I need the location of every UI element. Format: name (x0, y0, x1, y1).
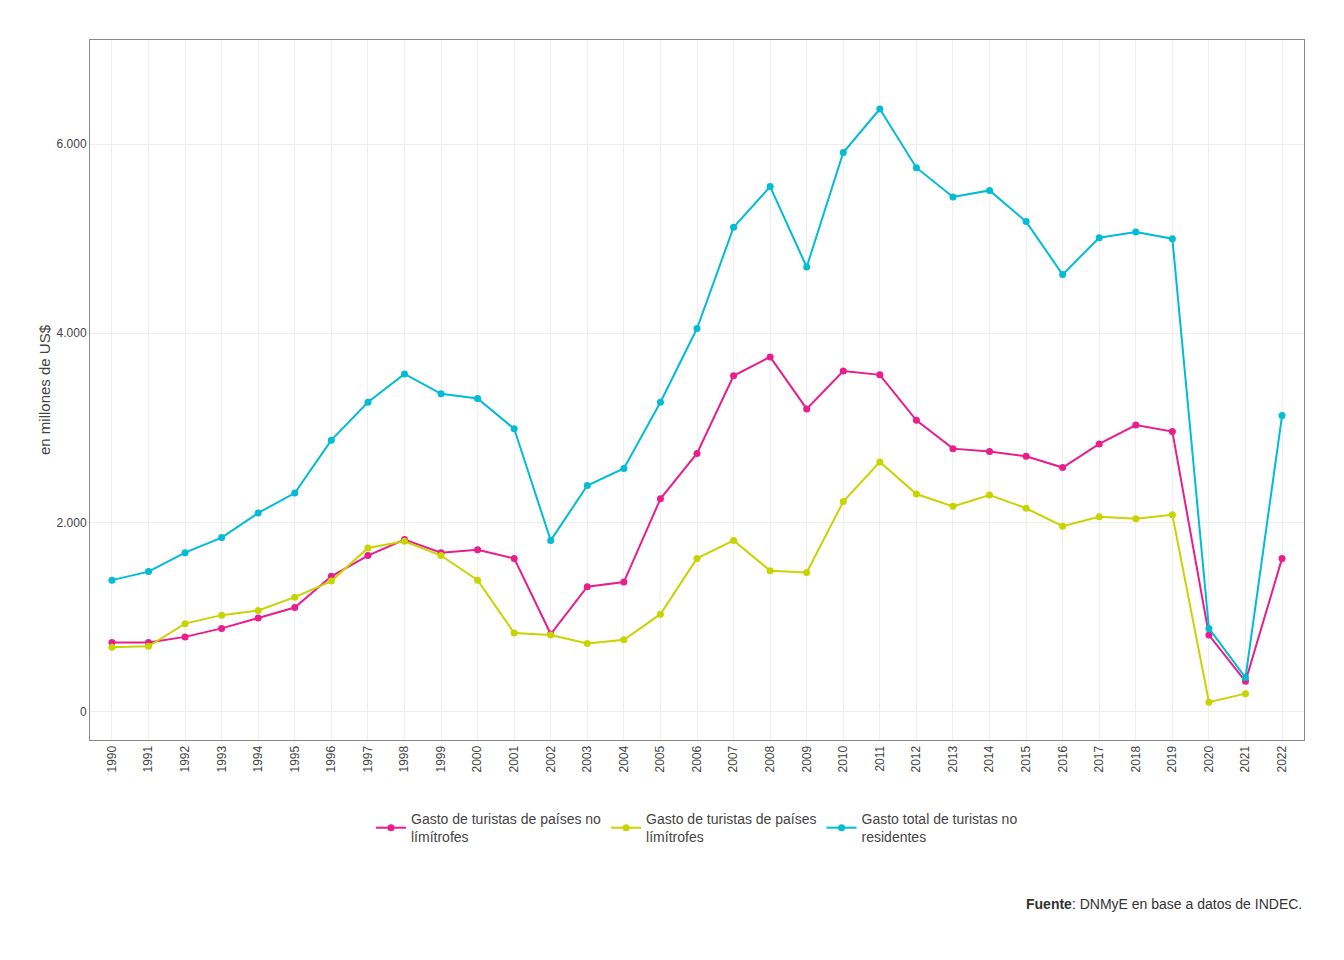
svg-text:1999: 1999 (434, 745, 448, 772)
svg-text:2003: 2003 (580, 745, 594, 772)
svg-text:2007: 2007 (726, 745, 740, 772)
svg-text:1993: 1993 (215, 745, 229, 772)
svg-text:Gasto de turistas de paíseslím: Gasto de turistas de paíseslímítrofes (646, 811, 816, 845)
svg-text:en millones de US$: en millones de US$ (36, 324, 53, 455)
svg-text:2011: 2011 (873, 745, 887, 771)
svg-text:1991: 1991 (141, 745, 155, 772)
svg-text:6.000: 6.000 (57, 137, 87, 151)
svg-text:2002: 2002 (544, 745, 558, 772)
svg-text:2013: 2013 (946, 745, 960, 772)
svg-text:Fuente: DNMyE en base a datos: Fuente: DNMyE en base a datos de INDEC. (1026, 896, 1302, 912)
svg-text:1990: 1990 (105, 745, 119, 772)
svg-text:1995: 1995 (288, 745, 302, 772)
svg-text:2020: 2020 (1202, 745, 1216, 772)
svg-text:1994: 1994 (251, 745, 265, 772)
svg-text:2012: 2012 (909, 745, 923, 772)
svg-text:1997: 1997 (361, 745, 375, 772)
svg-text:2016: 2016 (1056, 745, 1070, 772)
svg-text:2015: 2015 (1019, 745, 1033, 772)
svg-text:2008: 2008 (763, 745, 777, 772)
svg-text:Gasto total de turistas noresi: Gasto total de turistas noresidentes (862, 811, 1018, 845)
svg-text:0: 0 (80, 705, 87, 719)
svg-text:1996: 1996 (324, 745, 338, 772)
svg-text:2019: 2019 (1165, 745, 1179, 772)
svg-text:2000: 2000 (471, 745, 485, 772)
svg-text:2010: 2010 (836, 745, 850, 772)
svg-text:2022: 2022 (1275, 745, 1289, 772)
svg-text:2001: 2001 (507, 745, 521, 772)
svg-text:2014: 2014 (982, 745, 996, 772)
svg-text:2009: 2009 (800, 745, 814, 772)
svg-text:2004: 2004 (617, 745, 631, 772)
svg-text:1992: 1992 (178, 745, 192, 772)
svg-text:1998: 1998 (397, 745, 411, 772)
svg-text:2.000: 2.000 (57, 516, 87, 530)
svg-text:Gasto de turistas de países no: Gasto de turistas de países nolímítrofes (411, 811, 601, 845)
svg-text:2021: 2021 (1238, 745, 1252, 772)
svg-text:2006: 2006 (690, 745, 704, 772)
svg-text:2017: 2017 (1092, 745, 1106, 772)
svg-text:2005: 2005 (653, 745, 667, 772)
svg-text:2018: 2018 (1129, 745, 1143, 772)
svg-text:4.000: 4.000 (57, 326, 87, 340)
